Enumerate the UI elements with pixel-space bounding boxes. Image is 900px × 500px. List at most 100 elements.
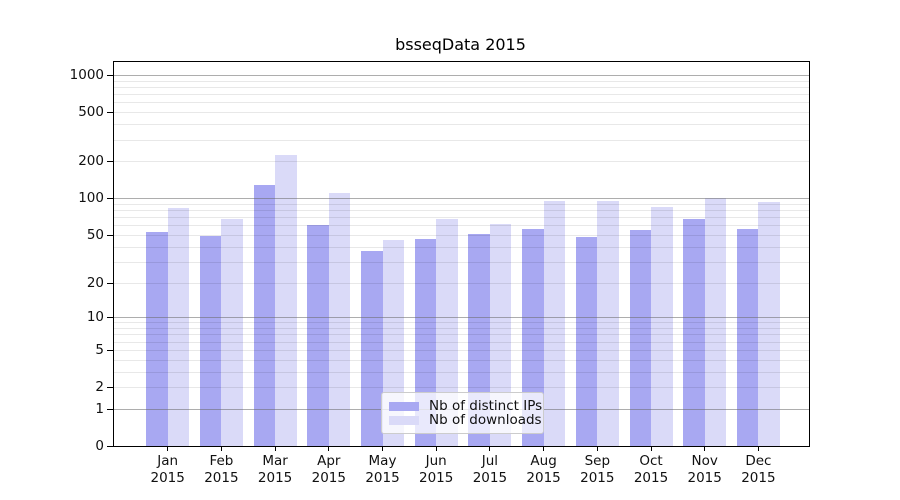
x-tick	[543, 446, 545, 451]
y-tick	[107, 282, 113, 284]
legend-row-distinct-ips: Nb of distinct IPs	[389, 399, 542, 413]
gridline-major	[114, 75, 809, 76]
plot-area: 0 1 2 5 10 20 50 100 200 500 1000 Jan 2015 Feb 2015 M…	[70, 61, 810, 486]
x-tick	[489, 446, 491, 451]
x-tick-label: Oct 2015	[633, 453, 669, 486]
y-tick	[107, 408, 113, 410]
gridline-minor	[114, 349, 809, 351]
gridline-minor	[114, 246, 809, 248]
bar-downloads-mar	[275, 155, 297, 446]
gridline-minor	[114, 334, 809, 336]
legend-row-downloads: Nb of downloads	[389, 413, 542, 427]
y-tick	[107, 198, 113, 200]
x-tick-label: Apr 2015	[311, 453, 346, 486]
legend: Nb of distinct IPs Nb of downloads	[381, 392, 544, 434]
gridline-minor	[114, 387, 809, 388]
gridline-minor	[114, 124, 809, 126]
y-tick-label: 500	[78, 104, 104, 121]
y-tick	[107, 446, 113, 447]
x-tick-label: Aug 2015	[526, 453, 561, 486]
x-tick	[596, 446, 598, 451]
x-tick-label: Sep 2015	[580, 453, 615, 486]
gridline-minor	[114, 80, 809, 82]
bar-distinct-ips-apr	[307, 225, 329, 446]
gridline-minor	[114, 322, 809, 324]
x-tick-label: Nov 2015	[687, 453, 722, 486]
x-tick	[757, 446, 759, 451]
y-tick-label: 200	[78, 153, 104, 170]
gridline-minor	[114, 261, 809, 263]
y-tick-label: 100	[78, 190, 104, 207]
x-tick	[328, 446, 330, 451]
x-tick	[704, 446, 706, 451]
bar-distinct-ips-feb	[199, 235, 222, 446]
gridline-minor	[114, 341, 809, 343]
gridline-minor	[114, 371, 809, 373]
bar-distinct-ips-may	[361, 250, 383, 446]
gridline-minor	[114, 225, 809, 227]
x-tick	[274, 446, 276, 451]
gridline-major	[114, 198, 809, 200]
x-tick	[435, 446, 437, 451]
legend-swatch-downloads	[389, 415, 419, 425]
bar-distinct-ips-mar	[253, 184, 276, 446]
y-tick-label: 20	[86, 274, 104, 291]
bar-distinct-ips-aug	[522, 228, 544, 446]
legend-label-downloads: Nb of downloads	[429, 412, 542, 428]
y-tick-label: 0	[95, 438, 104, 454]
gridline-minor	[114, 87, 809, 88]
bar-downloads-oct	[651, 206, 673, 446]
legend-swatch-distinct-ips	[389, 401, 419, 411]
bar-downloads-jan	[167, 208, 190, 446]
bar-downloads-apr	[328, 193, 351, 446]
gridline-minor	[114, 234, 809, 236]
x-tick-label: Dec 2015	[741, 453, 776, 486]
x-tick	[220, 446, 222, 451]
x-tick-label: Jul 2015	[472, 453, 508, 486]
legend-label-distinct-ips: Nb of distinct IPs	[429, 398, 543, 414]
chart-title: bsseqData 2015	[395, 35, 526, 54]
y-tick	[107, 234, 113, 236]
gridline-minor	[114, 328, 809, 329]
gridline-minor	[114, 217, 809, 219]
y-tick-label: 1	[95, 400, 104, 417]
x-tick-label: May 2015	[365, 453, 400, 486]
y-tick-label: 5	[95, 341, 104, 358]
y-tick	[107, 317, 113, 319]
x-tick	[167, 446, 169, 451]
y-tick-label: 50	[86, 226, 104, 243]
x-tick-label: Feb 2015	[204, 453, 239, 486]
bar-downloads-dec	[758, 202, 780, 446]
y-tick-label: 1000	[69, 67, 104, 83]
y-tick-label: 10	[86, 309, 104, 326]
gridline-minor	[114, 94, 809, 96]
x-tick	[650, 446, 652, 451]
gridline-minor	[114, 282, 809, 284]
bar-downloads-jun	[436, 219, 458, 446]
gridline-minor	[114, 359, 809, 361]
x-tick-label: Mar 2015	[257, 453, 293, 486]
x-tick-label: Jan 2015	[150, 453, 185, 486]
bar-distinct-ips-nov	[683, 219, 705, 446]
bar-downloads-jul	[489, 223, 512, 446]
gridline-major	[114, 317, 809, 319]
y-tick-label: 2	[95, 379, 104, 395]
gridline-minor	[114, 102, 809, 104]
x-tick-label: Jun 2015	[419, 453, 454, 486]
y-tick	[107, 387, 113, 388]
x-tick	[382, 446, 383, 451]
y-tick	[107, 349, 113, 351]
y-tick	[107, 161, 113, 163]
bar-downloads-feb	[221, 219, 243, 446]
bar-distinct-ips-sep	[575, 237, 598, 446]
bar-downloads-nov	[704, 197, 727, 446]
gridline-minor	[114, 203, 809, 205]
y-tick	[107, 75, 113, 76]
bar-downloads-aug	[543, 200, 566, 446]
bar-downloads-sep	[597, 200, 619, 446]
gridline-minor	[114, 210, 809, 211]
bar-distinct-ips-dec	[736, 228, 759, 446]
gridline-minor	[114, 139, 809, 141]
bar-distinct-ips-oct	[629, 229, 651, 446]
